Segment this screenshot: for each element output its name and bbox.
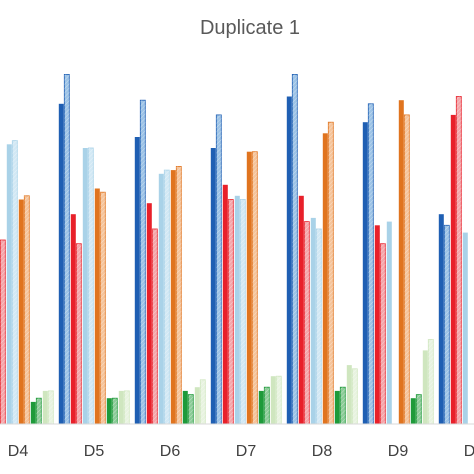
bar-d5-light-blue-solid bbox=[82, 148, 88, 424]
bar-hatch-d5-orange bbox=[100, 192, 106, 424]
bar-d7-blue-solid bbox=[210, 148, 216, 424]
bar-d7-red-solid bbox=[222, 184, 228, 424]
bar-hatch-d9-green bbox=[416, 394, 422, 424]
bar-hatch-d5-light-blue bbox=[88, 148, 94, 424]
bar-d6-orange-solid bbox=[170, 170, 176, 424]
bar-hatch-d8-light-blue bbox=[316, 229, 322, 424]
bar-d9-green-solid bbox=[410, 398, 416, 424]
bar-d6-red-solid bbox=[146, 203, 152, 424]
x-tick-label-d7: D7 bbox=[236, 443, 257, 460]
bar-hatch-d5-blue bbox=[64, 74, 70, 425]
bar-hatch-d5-green bbox=[112, 398, 118, 424]
bar-d6-blue-solid bbox=[134, 137, 140, 424]
bar-d8-light-blue-solid bbox=[310, 217, 316, 424]
x-tick-label-d8: D8 bbox=[312, 443, 333, 460]
bar-hatch-d4-orange bbox=[24, 195, 30, 424]
bar-d5-green-solid bbox=[106, 398, 112, 424]
bar-d5-light-green-solid bbox=[118, 390, 124, 424]
bar-hatch-d8-light-green bbox=[352, 368, 358, 424]
x-tick-label-d9: D9 bbox=[388, 443, 409, 460]
bar-d8-blue-solid bbox=[286, 96, 292, 424]
bar-hatch-d9-red bbox=[380, 243, 386, 424]
bar-hatch-d1-red bbox=[456, 96, 462, 424]
bar-d4-green-solid bbox=[30, 401, 36, 424]
x-tick-label-d5: D5 bbox=[84, 443, 105, 460]
bar-hatch-d6-green bbox=[188, 394, 194, 424]
bar-d9-orange-solid bbox=[398, 100, 404, 424]
bar-hatch-d7-red bbox=[228, 199, 234, 424]
bar-hatch-d7-orange bbox=[252, 151, 258, 424]
bar-hatch-d4-green bbox=[36, 398, 42, 424]
bar-hatch-d7-light-blue bbox=[240, 199, 246, 424]
bar-hatch-d8-blue bbox=[292, 74, 298, 425]
bar-d8-orange-solid bbox=[322, 133, 328, 425]
bar-d8-light-green-solid bbox=[346, 365, 352, 424]
bar-d6-green-solid bbox=[182, 390, 188, 424]
bar-d5-orange-solid bbox=[94, 188, 100, 424]
x-tick-label-d1: D1 bbox=[464, 443, 474, 460]
bar-d7-green-solid bbox=[258, 390, 264, 424]
bar-d7-light-blue-solid bbox=[234, 195, 240, 424]
bar-hatch-d4-red bbox=[0, 240, 6, 424]
bar-hatch-d8-orange bbox=[328, 122, 334, 424]
bar-d4-light-green-solid bbox=[42, 390, 48, 424]
bar-d1-blue-solid bbox=[438, 214, 444, 424]
bar-d7-orange-solid bbox=[246, 151, 252, 424]
bar-hatch-d6-orange bbox=[176, 166, 182, 424]
bar-hatch-d9-light-green bbox=[428, 339, 434, 424]
bar-hatch-d9-blue bbox=[368, 103, 374, 425]
bar-d9-light-green-solid bbox=[422, 350, 428, 424]
bar-hatch-d8-green bbox=[340, 387, 346, 424]
x-tick-label-d6: D6 bbox=[160, 443, 181, 460]
bar-hatch-d7-blue bbox=[216, 114, 222, 425]
bar-hatch-d1-blue bbox=[444, 225, 450, 424]
bar-d9-light-blue-solid bbox=[386, 221, 392, 424]
bar-d9-red-solid bbox=[374, 225, 380, 424]
bar-hatch-d6-light-green bbox=[200, 379, 206, 424]
bar-hatch-d5-red bbox=[76, 243, 82, 424]
bar-d4-orange-solid bbox=[18, 199, 24, 424]
bar-d5-red-solid bbox=[70, 214, 76, 424]
bar-hatch-d9-orange bbox=[404, 114, 410, 425]
bar-hatch-d6-red bbox=[152, 229, 158, 424]
bar-d7-light-green-solid bbox=[270, 376, 276, 424]
bar-hatch-d6-light-blue bbox=[164, 170, 170, 424]
bar-d1-light-blue-solid bbox=[462, 232, 468, 424]
bar-d9-blue-solid bbox=[362, 122, 368, 424]
bars-layer bbox=[0, 74, 468, 425]
bar-hatch-d4-light-blue bbox=[12, 140, 18, 424]
bar-d8-red-solid bbox=[298, 195, 304, 424]
x-tick-labels: D4 D5 D6 D7 D8 D9 D1 bbox=[8, 443, 474, 460]
bar-hatch-d7-green bbox=[264, 387, 270, 424]
bar-d8-green-solid bbox=[334, 390, 340, 424]
bar-d6-light-blue-solid bbox=[158, 173, 164, 424]
x-tick-label-d4: D4 bbox=[8, 443, 29, 460]
bar-hatch-d4-light-green bbox=[48, 390, 54, 424]
bar-hatch-d6-blue bbox=[140, 100, 146, 424]
bar-d6-light-green-solid bbox=[194, 387, 200, 424]
bar-d4-light-blue-solid bbox=[6, 144, 12, 425]
bar-hatch-d5-light-green bbox=[124, 390, 130, 424]
bar-hatch-d8-red bbox=[304, 221, 310, 424]
bar-d1-red-solid bbox=[450, 114, 456, 425]
bar-d5-blue-solid bbox=[58, 103, 64, 425]
bar-hatch-d7-light-green bbox=[276, 376, 282, 424]
chart-title: Duplicate 1 bbox=[200, 17, 300, 39]
